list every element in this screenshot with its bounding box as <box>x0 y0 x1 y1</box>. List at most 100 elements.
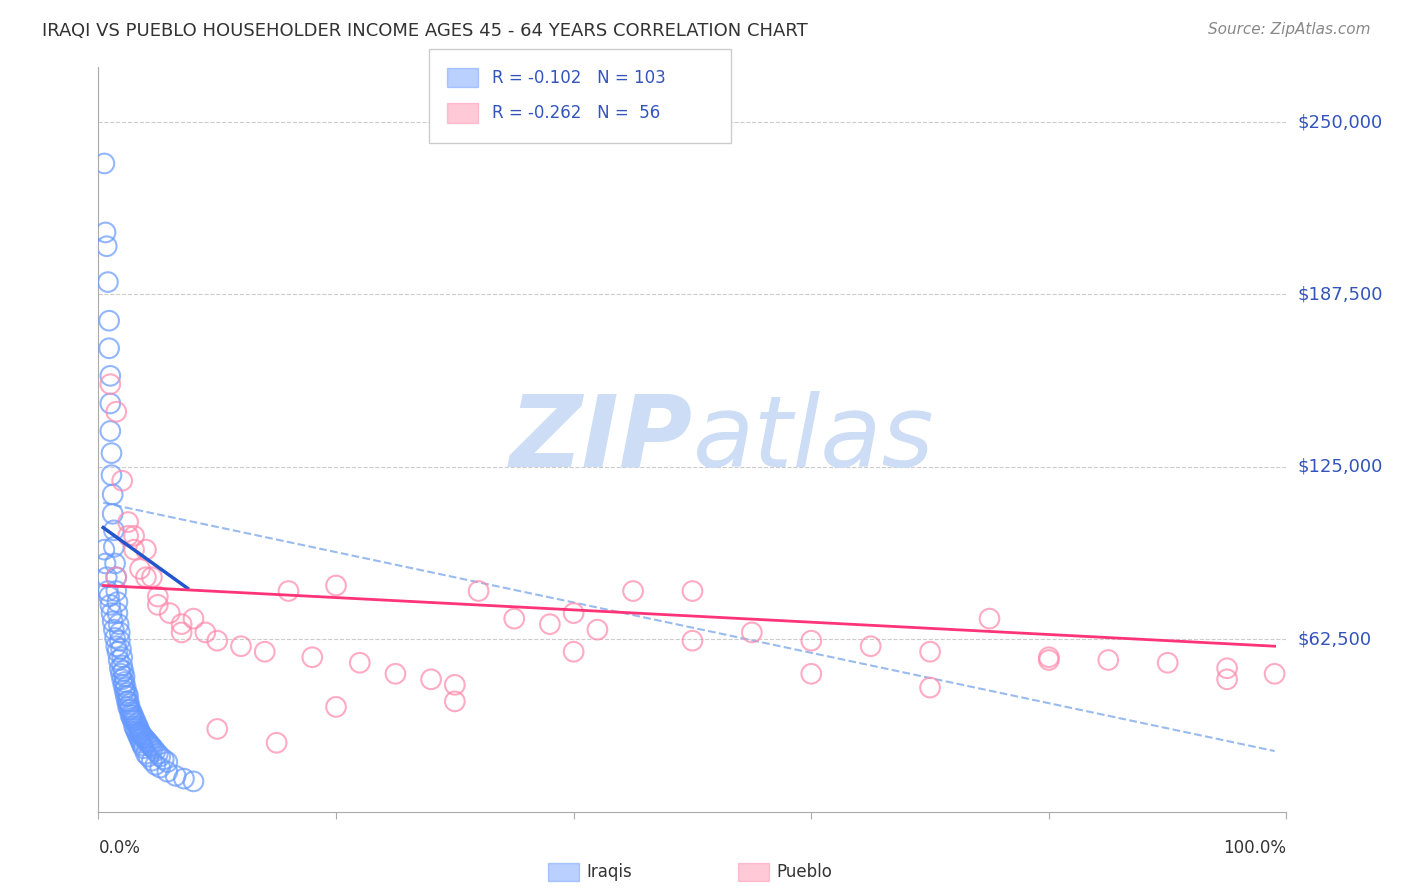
Point <box>115 694 138 708</box>
Point <box>325 578 347 592</box>
Point <box>98 368 121 383</box>
Point <box>111 650 134 665</box>
Point <box>1216 673 1239 687</box>
Point <box>229 639 252 653</box>
Point <box>562 645 585 659</box>
Point <box>98 396 121 410</box>
Point <box>128 722 150 736</box>
Point <box>118 703 141 717</box>
Point <box>138 737 160 751</box>
Point <box>107 606 129 620</box>
Point <box>98 341 121 355</box>
Point <box>105 570 128 584</box>
Point <box>114 683 136 698</box>
Point <box>562 606 585 620</box>
Point <box>107 617 129 632</box>
Point <box>170 625 193 640</box>
Point <box>135 747 157 761</box>
Point <box>538 617 561 632</box>
Point <box>112 678 135 692</box>
Point <box>122 529 145 543</box>
Point <box>149 749 172 764</box>
Point <box>145 744 167 758</box>
Point <box>107 653 129 667</box>
Point <box>146 590 169 604</box>
Point <box>384 666 406 681</box>
Point <box>135 542 157 557</box>
Point <box>183 612 205 626</box>
Text: $125,000: $125,000 <box>1298 458 1384 476</box>
Point <box>444 678 467 692</box>
Point <box>146 747 169 761</box>
Point <box>136 734 159 748</box>
Point <box>139 739 162 753</box>
Point <box>132 741 155 756</box>
Point <box>103 623 125 637</box>
Point <box>266 736 288 750</box>
Point <box>114 689 136 703</box>
Point <box>122 711 145 725</box>
Point <box>141 739 163 754</box>
Point <box>114 675 136 690</box>
Point <box>112 664 135 678</box>
Point <box>194 625 217 640</box>
Point <box>96 570 118 584</box>
Point <box>97 275 120 289</box>
Point <box>103 540 125 554</box>
Point <box>149 761 172 775</box>
Point <box>101 487 124 501</box>
Point <box>586 623 609 637</box>
Point <box>110 642 132 657</box>
Point <box>111 474 134 488</box>
Point <box>135 570 157 584</box>
Point <box>114 669 136 683</box>
Point <box>444 694 467 708</box>
Point <box>142 741 165 756</box>
Point <box>156 755 179 769</box>
Text: 0.0%: 0.0% <box>98 838 141 856</box>
Point <box>146 598 169 612</box>
Point <box>118 697 141 711</box>
Point <box>100 606 122 620</box>
Point <box>165 769 187 783</box>
Point <box>93 156 115 170</box>
Point <box>124 722 146 736</box>
Point <box>98 590 121 604</box>
Point <box>94 557 117 571</box>
Point <box>467 584 489 599</box>
Point <box>115 686 138 700</box>
Point <box>859 639 882 653</box>
Point <box>105 405 128 419</box>
Point <box>98 377 121 392</box>
Point <box>121 711 143 725</box>
Point <box>920 681 942 695</box>
Point <box>800 633 823 648</box>
Point <box>920 645 942 659</box>
Point <box>120 708 142 723</box>
Point <box>101 615 124 629</box>
Point <box>124 714 146 728</box>
Point <box>117 694 139 708</box>
Point <box>117 515 139 529</box>
Point <box>741 625 763 640</box>
Text: Pueblo: Pueblo <box>776 863 832 881</box>
Point <box>97 584 120 599</box>
Text: ZIP: ZIP <box>509 391 692 488</box>
Point <box>277 584 299 599</box>
Text: IRAQI VS PUEBLO HOUSEHOLDER INCOME AGES 45 - 64 YEARS CORRELATION CHART: IRAQI VS PUEBLO HOUSEHOLDER INCOME AGES … <box>42 22 808 40</box>
Point <box>98 424 121 438</box>
Point <box>127 719 149 733</box>
Point <box>301 650 323 665</box>
Point <box>122 714 145 728</box>
Point <box>122 708 145 723</box>
Point <box>207 722 229 736</box>
Point <box>101 507 124 521</box>
Point <box>503 612 526 626</box>
Point <box>207 633 229 648</box>
Text: atlas: atlas <box>692 391 934 488</box>
Point <box>156 764 179 779</box>
Point <box>94 226 117 240</box>
Point <box>621 584 644 599</box>
Point <box>420 673 443 687</box>
Point <box>98 314 121 328</box>
